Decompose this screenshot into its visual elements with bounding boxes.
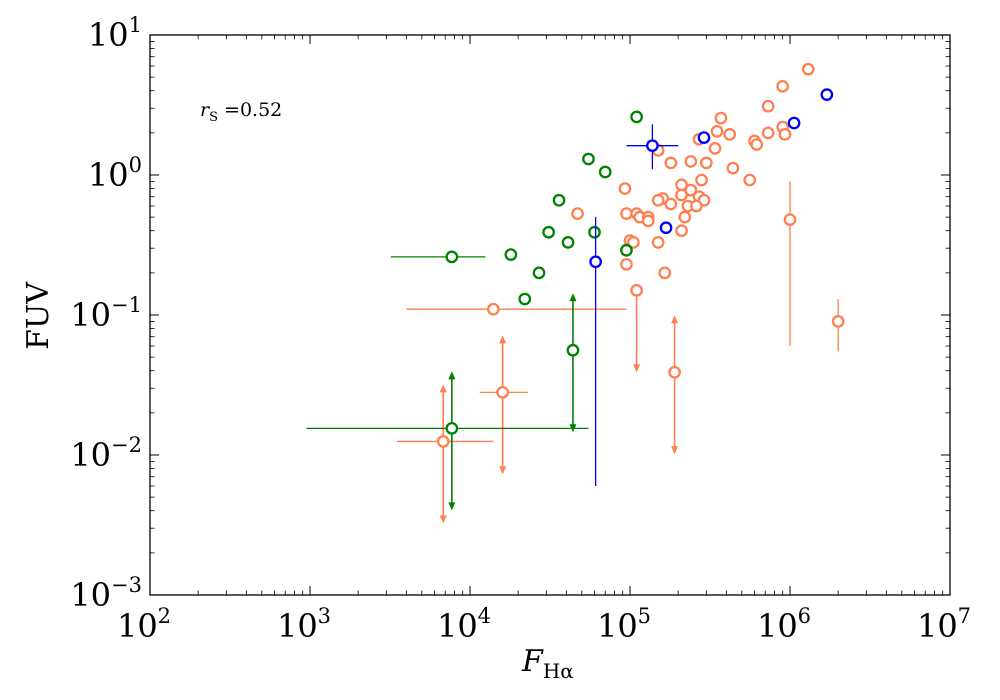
- data-point-orange: [831, 315, 845, 328]
- y-tick-label: 10−3: [70, 573, 142, 614]
- x-tick-label: 103: [277, 604, 331, 645]
- data-point-orange: [778, 128, 792, 141]
- data-point-green: [504, 248, 518, 261]
- data-point-orange: [664, 156, 678, 170]
- data-point-orange: [678, 210, 692, 224]
- data-point-orange: [714, 111, 728, 125]
- data-point-orange: [618, 182, 632, 195]
- data-point-green: [566, 343, 580, 357]
- data-point-blue: [646, 139, 659, 153]
- data-point-orange: [684, 155, 698, 168]
- data-point-orange: [496, 386, 510, 399]
- data-point-orange: [695, 173, 708, 187]
- data-point-green: [445, 422, 459, 435]
- data-point-orange: [620, 207, 633, 220]
- arrow-head-down: [499, 466, 507, 475]
- series-orange: [397, 62, 845, 524]
- axes-layer: 102 103 104 105 106 107 10−3 10−2 10−1 100 101: [70, 13, 971, 645]
- data-point-orange: [776, 79, 790, 93]
- data-point-orange: [783, 213, 797, 226]
- data-point-orange: [699, 156, 713, 170]
- data-point-green: [518, 292, 532, 306]
- data-point-green: [620, 243, 633, 257]
- data-point-orange: [651, 193, 665, 207]
- data-point-blue: [787, 116, 801, 130]
- data-layer: [306, 62, 845, 524]
- data-point-orange: [750, 138, 764, 151]
- data-point-orange: [571, 207, 584, 220]
- data-point-orange: [710, 125, 724, 138]
- data-point-orange: [651, 236, 665, 249]
- data-point-orange: [761, 99, 775, 113]
- y-tick-label: 100: [88, 153, 142, 194]
- y-tick-label: 101: [88, 13, 142, 54]
- data-point-green: [542, 225, 555, 239]
- arrow-head-down: [671, 446, 679, 455]
- data-point-green: [532, 266, 546, 280]
- x-tick-label: 105: [597, 604, 651, 645]
- data-point-green: [552, 193, 566, 207]
- data-point-orange: [627, 236, 640, 249]
- y-axis-label: FUV: [21, 281, 56, 350]
- spearman-annotation: rS =0.52: [200, 99, 282, 125]
- arrow-head-down: [448, 502, 456, 511]
- data-point-green: [445, 250, 459, 264]
- x-tick-label: 102: [117, 604, 171, 645]
- x-tick-label: 106: [757, 604, 811, 645]
- series-blue: [589, 88, 834, 487]
- y-tick-label: 10−1: [70, 293, 142, 334]
- data-point-orange: [726, 161, 740, 175]
- data-point-blue: [659, 221, 673, 235]
- data-point-orange: [658, 266, 672, 280]
- arrow-head-up: [439, 384, 447, 393]
- arrow-head-down: [633, 364, 641, 373]
- y-tick-label: 10−2: [70, 433, 142, 474]
- data-point-green: [598, 165, 612, 179]
- data-point-orange: [690, 199, 703, 213]
- arrow-head-up: [569, 293, 577, 302]
- data-point-green: [630, 110, 643, 124]
- data-point-green: [561, 236, 575, 249]
- x-axis-label: FHα: [521, 644, 574, 683]
- arrow-head-up: [448, 371, 456, 380]
- arrow-head-up: [499, 335, 507, 344]
- data-point-orange: [487, 302, 500, 316]
- data-point-blue: [589, 255, 603, 269]
- data-point-green: [588, 225, 601, 239]
- data-point-orange: [668, 365, 681, 379]
- data-point-orange: [630, 283, 643, 297]
- data-point-orange: [436, 435, 450, 448]
- x-tick-label: 107: [917, 604, 971, 645]
- series-green: [306, 110, 643, 511]
- arrow-head-up: [671, 315, 679, 324]
- data-point-orange: [641, 214, 655, 228]
- data-point-blue: [697, 131, 711, 144]
- x-tick-label: 104: [437, 604, 491, 645]
- data-point-orange: [761, 126, 775, 140]
- data-point-orange: [723, 128, 737, 141]
- data-point-orange: [801, 62, 815, 76]
- data-point-orange: [620, 258, 633, 271]
- data-point-orange: [708, 142, 722, 155]
- arrow-head-down: [439, 515, 447, 524]
- data-point-orange: [675, 224, 688, 238]
- data-point-orange: [675, 188, 688, 202]
- data-point-orange: [664, 197, 678, 211]
- data-point-blue: [820, 88, 834, 101]
- data-point-green: [582, 152, 595, 166]
- data-point-orange: [743, 173, 757, 187]
